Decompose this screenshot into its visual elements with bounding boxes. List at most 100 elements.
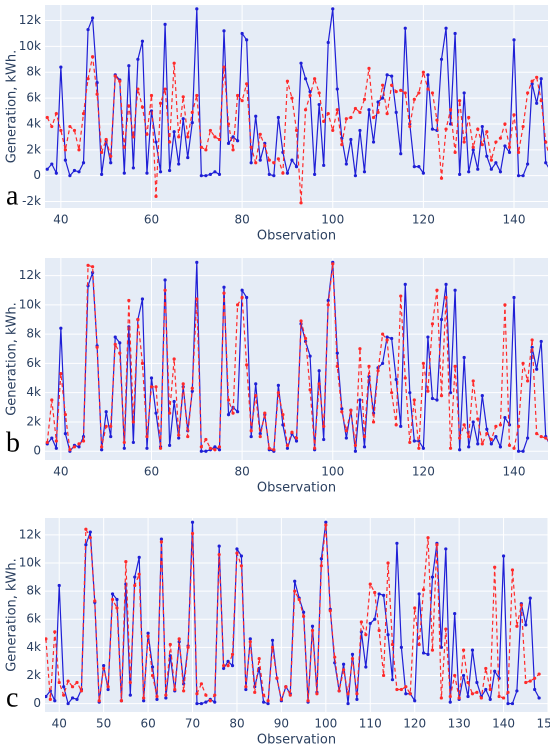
- series-point: [535, 75, 539, 80]
- series-point: [45, 694, 48, 699]
- series-point: [367, 364, 371, 368]
- series-point: [45, 637, 48, 641]
- series-point: [448, 122, 453, 126]
- y-tick-label: 0: [33, 696, 41, 710]
- series-point: [213, 135, 217, 139]
- series-point: [448, 108, 453, 112]
- series-point: [381, 593, 386, 597]
- series-point: [385, 73, 389, 77]
- series-point: [458, 448, 462, 452]
- series-point: [317, 102, 321, 107]
- series-point: [217, 552, 221, 557]
- series-point: [412, 398, 416, 402]
- series-point: [208, 172, 213, 176]
- series-point: [159, 537, 164, 541]
- series-point: [430, 127, 435, 131]
- series-point: [444, 26, 448, 30]
- series-point: [390, 678, 395, 682]
- series-point: [404, 692, 408, 696]
- series-point: [168, 443, 172, 447]
- series-point: [204, 693, 208, 697]
- series-point: [498, 136, 503, 140]
- series-point: [494, 434, 498, 439]
- y-tick-label: 10k: [19, 39, 41, 53]
- series-point: [453, 364, 457, 368]
- series-point: [439, 393, 444, 398]
- series-point: [535, 101, 539, 105]
- series-point: [515, 689, 519, 693]
- series-point: [444, 127, 448, 131]
- series-point: [362, 434, 367, 439]
- series-point: [503, 303, 507, 307]
- series-point: [310, 624, 315, 628]
- series-point: [344, 436, 348, 440]
- series-point: [150, 673, 155, 678]
- series-point: [263, 411, 267, 415]
- series-point: [186, 645, 190, 649]
- series-point: [249, 145, 253, 149]
- series-point: [294, 128, 299, 133]
- series-point: [204, 437, 208, 442]
- series-point: [163, 288, 167, 292]
- series-point: [90, 265, 95, 269]
- y-tick-label: 6k: [26, 612, 41, 626]
- series-point: [524, 680, 528, 685]
- series-point: [177, 162, 181, 166]
- series-point: [122, 145, 126, 149]
- series-point: [421, 446, 425, 450]
- series-point: [146, 634, 150, 638]
- y-tick-label: 12k: [19, 13, 41, 27]
- series-point: [145, 434, 149, 439]
- series-point: [507, 150, 512, 155]
- series-point: [462, 140, 466, 144]
- series-line: [45, 522, 540, 705]
- series-point: [204, 700, 208, 704]
- series-point: [308, 93, 312, 98]
- series-point: [239, 564, 244, 568]
- series-point: [245, 295, 249, 300]
- series-point: [373, 590, 377, 595]
- series-point: [168, 411, 172, 415]
- series-point: [430, 648, 435, 652]
- series-point: [485, 130, 489, 134]
- series-point: [50, 124, 54, 129]
- series-point: [340, 407, 344, 411]
- series-point: [444, 282, 448, 286]
- x-tick-label: 120: [403, 717, 426, 731]
- series-point: [104, 424, 108, 428]
- series-point: [403, 91, 407, 95]
- series-point: [349, 137, 353, 142]
- series-point: [471, 148, 475, 152]
- series-point: [235, 303, 240, 307]
- series-point: [358, 347, 362, 351]
- series-point: [226, 398, 231, 402]
- series-point: [154, 194, 158, 198]
- series-point: [279, 697, 283, 701]
- series-point: [337, 689, 341, 693]
- series-point: [217, 137, 222, 142]
- series-point: [344, 162, 348, 166]
- series-point: [240, 295, 244, 300]
- series-point: [512, 446, 516, 450]
- series-point: [254, 382, 258, 386]
- series-point: [493, 669, 497, 673]
- series-point: [257, 656, 261, 661]
- series-point: [373, 617, 377, 621]
- series-point: [77, 148, 81, 152]
- series-point: [475, 690, 479, 694]
- series-point: [453, 288, 457, 292]
- series-point: [533, 676, 537, 680]
- series-point: [368, 621, 372, 626]
- series-point: [68, 174, 72, 178]
- series-point: [526, 162, 530, 166]
- series-point: [395, 541, 399, 545]
- series-point: [444, 547, 448, 551]
- series-point: [163, 22, 167, 26]
- series-point: [408, 391, 412, 395]
- series-point: [79, 689, 84, 693]
- series-point: [412, 165, 416, 169]
- series-point: [195, 260, 199, 264]
- series-group: [45, 260, 548, 453]
- x-tick-label: 70: [185, 717, 200, 731]
- x-tick-label: 80: [234, 465, 249, 479]
